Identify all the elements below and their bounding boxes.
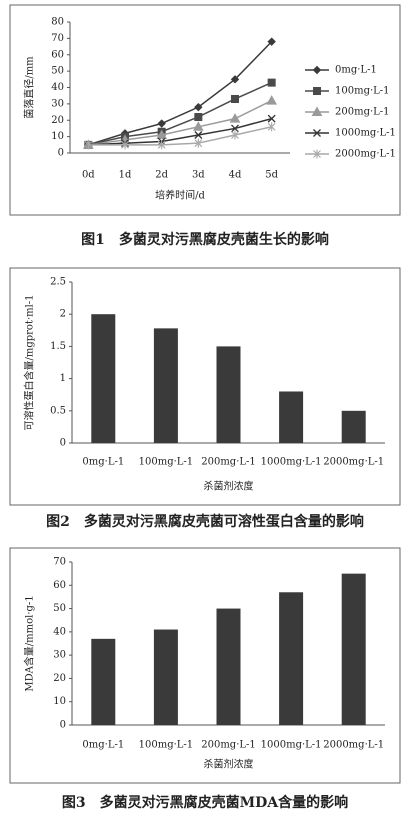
y-tick-label: 10: [53, 696, 66, 707]
series-line: [88, 117, 272, 146]
x-tick-label: 100mg·L-1: [139, 740, 194, 751]
bar: [216, 608, 241, 725]
y-tick-label: 80: [51, 17, 64, 28]
y-tick-label: 40: [53, 626, 66, 637]
y-tick-label: 0: [60, 438, 66, 449]
caption: 图3 多菌灵对污黑腐皮壳菌MDA含量的影响: [62, 794, 348, 811]
x-tick-label: 1d: [119, 170, 132, 181]
series-line: [88, 81, 272, 146]
y-tick-label: 50: [51, 66, 64, 77]
y-tick-label: 2.5: [50, 277, 66, 288]
y-tick-label: 40: [51, 82, 64, 93]
marker: [266, 95, 278, 105]
x-axis-label: 杀菌剂浓度: [204, 758, 254, 771]
bar: [153, 629, 178, 725]
y-tick-label: 30: [51, 98, 64, 109]
chart-frame: [9, 267, 401, 506]
y-tick-label: 0: [60, 720, 66, 731]
y-tick-label: 60: [51, 49, 64, 60]
x-tick-label: 2d: [155, 170, 168, 181]
marker: [312, 65, 322, 75]
x-tick-label: 0mg·L-1: [82, 740, 124, 751]
y-tick-label: 0: [58, 148, 64, 159]
marker: [267, 122, 276, 132]
x-tick-label: 1000mg·L-1: [261, 740, 322, 751]
series-line: [88, 41, 273, 146]
y-tick-label: 0.5: [50, 405, 66, 416]
marker: [313, 129, 321, 137]
marker: [230, 75, 240, 84]
marker: [231, 124, 239, 133]
legend-label: 0mg·L-1: [335, 65, 377, 76]
bar: [153, 328, 178, 443]
x-tick-label: 2000mg·L-1: [323, 740, 384, 751]
bar: [216, 346, 241, 443]
marker: [194, 131, 203, 139]
legend-label: 200mg·L-1: [335, 107, 390, 118]
marker: [231, 130, 239, 140]
x-tick-label: 0mg·L-1: [82, 457, 124, 468]
x-tick-label: 1000mg·L-1: [261, 457, 322, 468]
y-axis-label: 菌落直径/mm: [23, 56, 36, 119]
x-tick-label: 5d: [265, 170, 278, 181]
y-tick-label: 1: [60, 373, 66, 384]
y-tick-label: 60: [53, 580, 66, 591]
marker: [267, 114, 276, 123]
caption: 图1 多菌灵对污黑腐皮壳菌生长的影响: [81, 231, 329, 248]
x-tick-label: 3d: [192, 170, 205, 181]
chart-frame: [9, 547, 401, 784]
legend-label: 2000mg·L-1: [335, 149, 396, 160]
marker: [313, 87, 321, 95]
caption: 图2 多菌灵对污黑腐皮壳菌可溶性蛋白含量的影响: [46, 513, 364, 530]
y-tick-label: 30: [53, 650, 66, 661]
series-line: [88, 99, 272, 146]
marker: [192, 121, 204, 131]
y-tick-label: 2: [60, 309, 66, 320]
x-tick-label: 0d: [82, 170, 95, 181]
marker: [84, 140, 93, 150]
marker: [194, 112, 203, 121]
y-axis-label: MDA含量/mmol·g-1: [23, 595, 36, 691]
marker: [156, 129, 168, 139]
legend-label: 100mg·L-1: [335, 86, 390, 97]
marker: [231, 94, 239, 103]
marker: [311, 106, 323, 116]
y-tick-label: 1.5: [50, 341, 66, 352]
x-axis-label: 杀菌剂浓度: [204, 480, 254, 493]
y-tick-label: 70: [53, 557, 66, 568]
marker: [194, 102, 203, 112]
x-tick-label: 200mg·L-1: [201, 740, 256, 751]
legend-label: 1000mg·L-1: [335, 128, 396, 139]
marker: [157, 140, 166, 150]
bar: [341, 410, 366, 443]
x-tick-label: 200mg·L-1: [201, 457, 256, 468]
marker: [121, 140, 129, 150]
x-tick-label: 4d: [229, 170, 242, 181]
y-tick-label: 20: [53, 673, 66, 684]
bar: [279, 391, 304, 443]
y-tick-label: 50: [53, 603, 66, 614]
y-tick-label: 20: [51, 115, 64, 126]
marker: [267, 37, 276, 46]
y-tick-label: 10: [51, 131, 64, 142]
x-tick-label: 100mg·L-1: [139, 457, 194, 468]
chart-frame: [9, 4, 401, 216]
bar: [341, 573, 366, 725]
marker: [157, 119, 166, 128]
bar: [91, 314, 116, 443]
x-axis-label: 培养时间/d: [155, 189, 205, 202]
y-axis-label: 可溶性蛋白含量/mgprot·ml-1: [23, 294, 36, 430]
marker: [194, 138, 203, 148]
marker: [313, 149, 321, 159]
x-tick-label: 2000mg·L-1: [323, 457, 384, 468]
bar: [91, 638, 116, 725]
y-tick-label: 70: [51, 33, 64, 44]
bar: [279, 592, 304, 725]
marker: [229, 113, 241, 123]
marker: [267, 78, 276, 87]
series-line: [88, 126, 272, 146]
